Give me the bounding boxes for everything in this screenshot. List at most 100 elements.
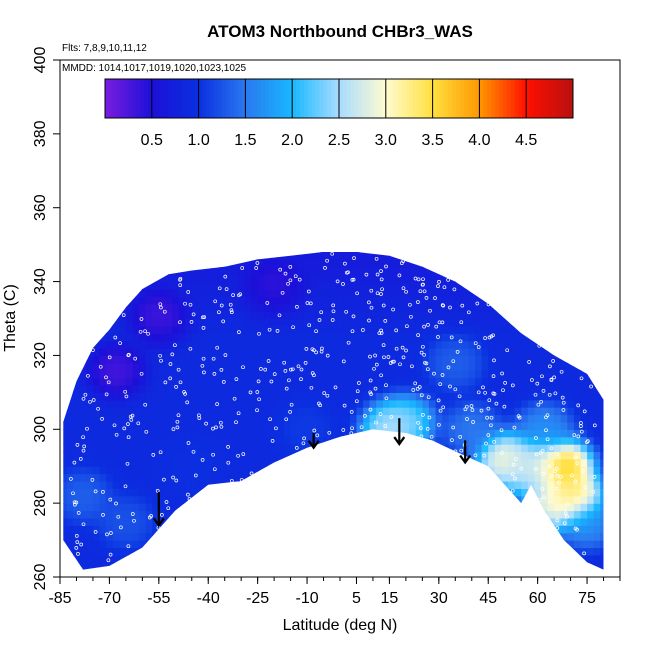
heatmap-cell [593, 473, 601, 482]
heatmap-cell [251, 259, 259, 268]
heatmap-cell [204, 333, 213, 342]
heatmap-cell [73, 355, 81, 364]
heatmap-cell [607, 459, 614, 467]
heatmap-cell [573, 296, 582, 305]
heatmap-cell [600, 274, 604, 283]
heatmap-cell [448, 466, 456, 475]
heatmap-cell [139, 444, 147, 453]
heatmap-cell [573, 495, 582, 504]
heatmap-cell [277, 458, 285, 467]
colorbar-segment [471, 79, 476, 118]
colorbar-segment [561, 79, 566, 118]
heatmap-cell [455, 547, 463, 556]
heatmap-cell [501, 532, 509, 541]
heatmap-cell [567, 458, 575, 467]
heatmap-cell [461, 399, 470, 408]
sample-point [113, 335, 118, 340]
heatmap-cell [218, 348, 226, 356]
heatmap-cell [547, 311, 555, 320]
heatmap-cell [79, 296, 87, 305]
heatmap-cell [488, 266, 496, 275]
heatmap-cell [86, 481, 94, 489]
heatmap-cell [547, 525, 555, 534]
sample-point [301, 441, 306, 446]
sample-point [379, 269, 383, 273]
heatmap-cell [435, 355, 443, 364]
heatmap-cell [481, 503, 489, 512]
heatmap-cell [554, 414, 562, 423]
heatmap-cell [442, 318, 450, 327]
heatmap-cell [152, 532, 160, 541]
heatmap-cell [349, 252, 358, 260]
heatmap-cell [508, 340, 516, 349]
sample-point [289, 402, 294, 407]
heatmap-cell [224, 495, 232, 504]
heatmap-cell [112, 510, 120, 519]
heatmap-cell [494, 392, 502, 401]
heatmap-cell [402, 473, 410, 482]
heatmap-cell [508, 458, 516, 467]
heatmap-cell [422, 385, 430, 393]
sample-point [364, 272, 369, 277]
heatmap-cell [112, 333, 120, 342]
heatmap-cell [481, 562, 489, 570]
heatmap-cell [428, 532, 437, 541]
sample-point [193, 473, 198, 478]
heatmap-cell [132, 407, 140, 416]
heatmap-cell [468, 525, 476, 534]
heatmap-cell [442, 562, 450, 570]
heatmap-cell [218, 540, 226, 549]
heatmap-cell [363, 385, 371, 393]
sample-point [223, 274, 228, 279]
heatmap-cell [244, 495, 252, 504]
heatmap-cell [403, 570, 410, 578]
heatmap-cell [66, 540, 74, 549]
heatmap-cell [600, 252, 604, 253]
heatmap-cell [145, 444, 153, 453]
heatmap-cell [290, 444, 298, 453]
colorbar-segment [331, 79, 336, 118]
heatmap-cell [290, 495, 298, 504]
sample-point [561, 400, 566, 405]
heatmap-cell [310, 466, 318, 475]
heatmap-cell [251, 429, 259, 438]
heatmap-cell [382, 451, 390, 460]
heatmap-cell [475, 436, 483, 445]
heatmap-cell [290, 481, 298, 489]
colorbar-tick-label: 1.5 [234, 132, 256, 149]
heatmap-cell [224, 451, 232, 460]
heatmap-cell [330, 318, 338, 327]
heatmap-cell [264, 532, 272, 541]
heatmap-cell [237, 311, 246, 320]
sample-point [491, 333, 495, 338]
sample-point [452, 287, 457, 292]
heatmap-cell [514, 252, 522, 260]
heatmap-cell [244, 252, 252, 260]
heatmap-cell [567, 370, 575, 379]
heatmap-cell [336, 355, 344, 364]
heatmap-cell [284, 488, 292, 497]
sample-point [440, 320, 445, 325]
heatmap-cell [106, 259, 114, 268]
heatmap-cell [455, 289, 463, 297]
heatmap-cell [237, 525, 246, 534]
heatmap-cell [573, 325, 582, 334]
heatmap-cell [455, 421, 463, 430]
heatmap-cell [540, 252, 549, 260]
heatmap-cell [112, 547, 120, 556]
heatmap-cell [284, 252, 292, 260]
heatmap-cell [488, 451, 496, 460]
heatmap-cell [475, 289, 483, 297]
heatmap-cell [303, 503, 311, 512]
heatmap-cell [165, 458, 173, 467]
heatmap-cell [343, 259, 351, 268]
heatmap-cell [237, 355, 246, 364]
heatmap-cell [86, 355, 94, 364]
heatmap-cell [514, 540, 522, 549]
heatmap-cell [448, 510, 456, 519]
heatmap-cell [422, 473, 430, 482]
heatmap-cell [303, 333, 311, 342]
heatmap-cell [389, 414, 397, 423]
heatmap-cell [92, 554, 101, 563]
sample-point [81, 522, 86, 527]
